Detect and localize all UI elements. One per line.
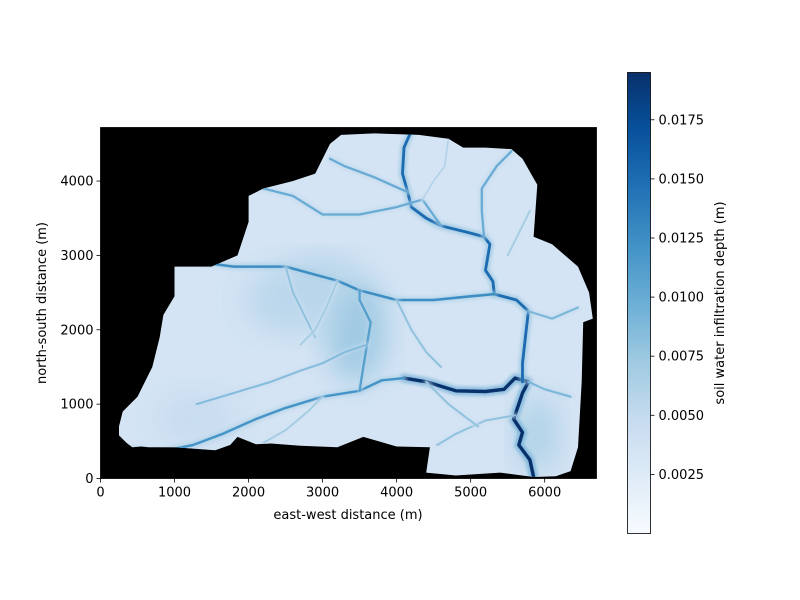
y-tick-label: 0 (85, 472, 93, 487)
y-axis-ticks: 0 1000 2000 3000 4000 (60, 175, 101, 487)
colorbar-ticks: 0.0025 0.0050 0.0075 0.0100 0.0125 0.0150 0.01… (650, 113, 705, 483)
channel-network-layer (130, 133, 581, 477)
x-tick-label: 3000 (306, 486, 339, 501)
channel-6 (328, 157, 409, 194)
colorbar-tick-label: 0.0175 (659, 113, 705, 128)
channel-12 (425, 380, 480, 428)
colorbar-tick-label: 0.0150 (659, 172, 705, 187)
y-tick-label: 3000 (60, 249, 93, 264)
colorbar-tick-label: 0.0075 (659, 350, 705, 365)
colorbar: 0.0025 0.0050 0.0075 0.0100 0.0125 0.0150 0.01… (627, 72, 728, 534)
wet-zone-3 (156, 393, 238, 445)
channel-8 (527, 306, 580, 320)
colorbar-tick-label: 0.0100 (659, 291, 705, 306)
colorbar-label: soil water infiltration depth (m) (713, 201, 728, 404)
channel-7 (480, 150, 513, 238)
channel-13 (395, 299, 442, 368)
colorbar-gradient (627, 72, 651, 534)
channel-17 (506, 209, 531, 257)
channel-11 (436, 414, 517, 446)
x-tick-label: 4000 (380, 486, 413, 501)
channel-14 (284, 265, 317, 339)
x-tick-label: 1000 (158, 486, 191, 501)
y-axis-label: north-south distance (m) (35, 222, 50, 384)
y-tick-label: 1000 (60, 398, 93, 413)
channel-16 (299, 279, 339, 346)
colorbar-tick-label: 0.0125 (659, 231, 705, 246)
channel-4 (358, 289, 372, 392)
channel-18 (421, 137, 450, 201)
channel-10 (195, 343, 369, 406)
heatmap-plot-area (100, 127, 597, 479)
x-axis-ticks: 0 1000 2000 3000 4000 5000 6000 (96, 478, 561, 501)
x-tick-label: 2000 (232, 486, 265, 501)
x-axis-label: east-west distance (m) (273, 508, 422, 523)
plot-frame (100, 127, 597, 479)
colorbar-tick-label: 0.0025 (659, 468, 705, 483)
y-tick-label: 4000 (60, 175, 93, 190)
x-tick-label: 6000 (528, 486, 561, 501)
y-tick-label: 2000 (60, 323, 93, 338)
x-tick-label: 5000 (454, 486, 487, 501)
x-tick-label: 0 (96, 486, 104, 501)
channel-9 (527, 380, 572, 398)
channel-0 (402, 376, 536, 477)
colorbar-tick-label: 0.0050 (659, 409, 705, 424)
channel-15 (262, 395, 324, 444)
